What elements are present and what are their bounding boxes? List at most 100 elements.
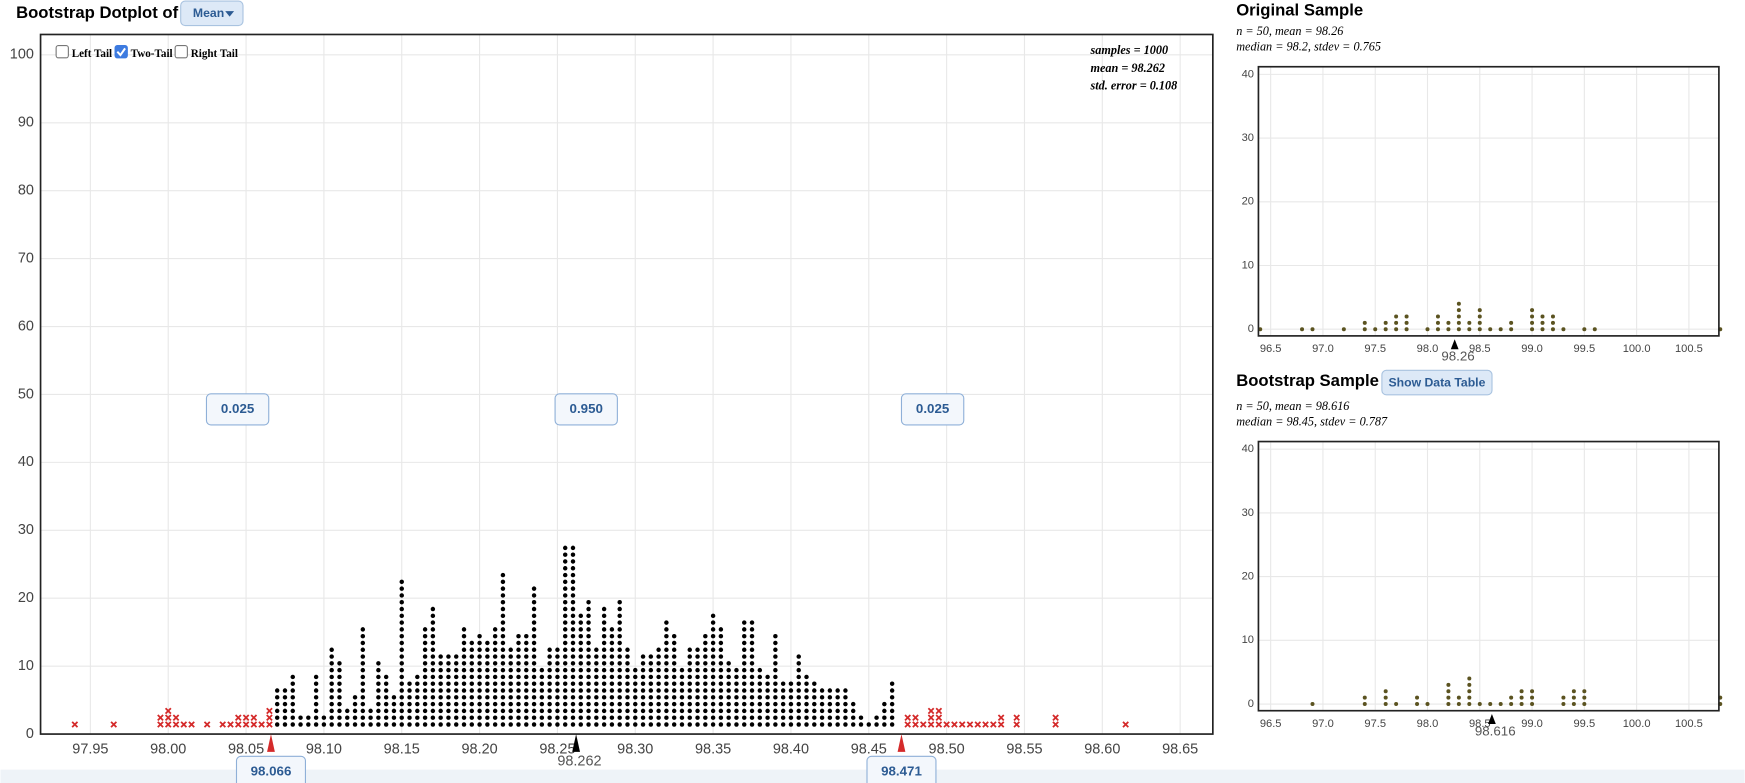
dot: [391, 722, 397, 727]
tail-checkbox[interactable]: [114, 45, 128, 59]
dot: [664, 640, 669, 646]
dot: [664, 681, 669, 686]
value-box-label[interactable]: 0.025: [221, 401, 255, 416]
y-tick-label: 20: [18, 590, 34, 606]
dot: [531, 708, 537, 714]
dot: [633, 695, 638, 700]
tail-label[interactable]: Left Tail: [72, 48, 112, 60]
dot: [757, 695, 763, 700]
dot: [703, 640, 708, 646]
dot: [461, 640, 467, 646]
dot: [671, 633, 677, 639]
dot: [633, 708, 638, 714]
dot: [664, 647, 669, 653]
dot: [866, 722, 872, 727]
dot: [819, 701, 825, 707]
dot: [601, 681, 607, 686]
statistic-dropdown[interactable]: [180, 0, 244, 27]
value-box-label[interactable]: 98.066: [251, 763, 292, 778]
tail-dot: [172, 714, 180, 721]
dot: [594, 681, 599, 686]
tail-checkbox[interactable]: [174, 45, 188, 59]
dot: [485, 640, 490, 646]
dot: [749, 661, 755, 666]
dot: [671, 661, 677, 666]
dot: [1561, 327, 1566, 332]
dot: [500, 715, 506, 720]
statistic-dropdown-label[interactable]: Mean: [193, 6, 224, 20]
dot: [1530, 689, 1535, 694]
dot: [773, 722, 778, 727]
value-box[interactable]: [900, 393, 965, 426]
dot: [1435, 327, 1440, 332]
dot: [1509, 695, 1514, 700]
dot: [710, 633, 716, 639]
dot: [500, 593, 506, 598]
dot: [500, 667, 506, 673]
value-box-label[interactable]: 0.025: [916, 401, 950, 416]
dot: [757, 681, 763, 686]
dot: [718, 715, 724, 720]
tail-dot: [219, 721, 227, 728]
dot: [562, 701, 568, 707]
dot: [742, 695, 747, 700]
dot: [586, 688, 591, 693]
dot: [757, 674, 763, 680]
tail-dot: [974, 721, 982, 728]
dot: [586, 620, 591, 625]
dot: [1394, 327, 1399, 332]
value-box[interactable]: [205, 393, 270, 426]
tail-label[interactable]: Right Tail: [191, 48, 238, 60]
dot: [570, 627, 576, 632]
dot: [492, 654, 498, 659]
dot: [617, 613, 622, 619]
dot: [422, 681, 428, 686]
tail-label[interactable]: Two-Tail: [131, 48, 173, 60]
dot: [656, 647, 661, 653]
dot: [469, 695, 475, 700]
value-box[interactable]: [235, 755, 307, 783]
dot: [703, 715, 708, 720]
tail-dot: [157, 721, 164, 728]
dot: [383, 715, 389, 720]
dot: [1456, 327, 1461, 332]
dot: [477, 674, 482, 680]
dot: [383, 674, 389, 680]
dot: [742, 701, 747, 707]
dot: [360, 722, 366, 727]
dot: [1467, 689, 1472, 694]
dot: [446, 715, 451, 720]
dot: [562, 722, 568, 727]
tail-dot: [1052, 714, 1059, 721]
dot: [1467, 695, 1472, 700]
dropdown-caret: [225, 11, 235, 17]
dot: [1456, 308, 1461, 313]
dot: [594, 674, 599, 680]
value-box-label[interactable]: 0.950: [570, 401, 603, 416]
plot-frame: [39, 33, 1214, 735]
dot: [889, 695, 895, 700]
value-box-label[interactable]: 98.471: [881, 763, 922, 778]
dot: [399, 606, 404, 612]
dot: [796, 695, 801, 700]
dot: [539, 715, 545, 720]
dot: [492, 688, 498, 693]
data-table-button[interactable]: [1381, 369, 1493, 396]
y-tick-label: 0: [26, 726, 34, 742]
tail-checkbox[interactable]: [55, 45, 69, 59]
x-tick-label: 99.5: [1574, 343, 1596, 355]
value-box[interactable]: [554, 393, 618, 426]
dot: [508, 674, 513, 680]
dot: [555, 681, 560, 686]
dot: [1362, 695, 1367, 700]
dot: [500, 722, 506, 727]
dot: [1519, 689, 1524, 694]
dot: [710, 640, 716, 646]
dot: [773, 633, 778, 639]
dot: [508, 701, 513, 707]
dot: [500, 695, 506, 700]
data-table-button-label[interactable]: Show Data Table: [1389, 375, 1486, 389]
dot: [889, 681, 895, 686]
dot: [469, 674, 475, 680]
value-box[interactable]: [866, 755, 937, 783]
